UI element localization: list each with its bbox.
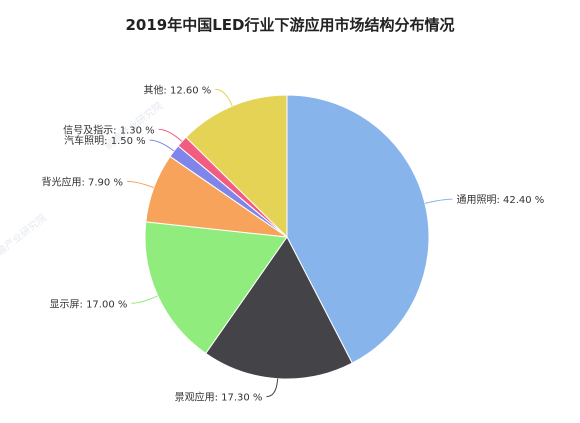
pie-slice-0[interactable] [286, 94, 430, 364]
watermark-text: 前瞻产业研究院 [0, 211, 49, 264]
slice-label-0: 通用照明: 42.40 % [456, 194, 544, 206]
leader-line-5 [158, 128, 183, 142]
leader-line-3 [126, 180, 155, 189]
slice-label-2: 显示屏: 17.00 % [50, 298, 128, 310]
leader-line-6 [215, 88, 233, 107]
slice-label-4: 汽车照明: 1.50 % [64, 134, 146, 147]
leader-line-0 [424, 198, 453, 204]
pie-slice-1[interactable] [205, 236, 353, 380]
slice-label-3: 背光应用: 7.90 % [41, 175, 123, 188]
slice-label-5: 信号及指示: 1.30 % [63, 123, 155, 136]
slice-label-6: 其他: 12.60 % [143, 83, 211, 96]
slice-label-1: 景观应用: 17.30 % [175, 391, 263, 404]
leader-line-1 [266, 378, 279, 398]
leader-line-2 [131, 295, 158, 304]
chart-title: 2019年中国LED行业下游应用市场结构分布情况 [125, 16, 455, 34]
pie-slice-6[interactable] [185, 94, 288, 239]
leader-line-4 [149, 139, 175, 152]
pie-slice-2[interactable] [144, 221, 288, 355]
